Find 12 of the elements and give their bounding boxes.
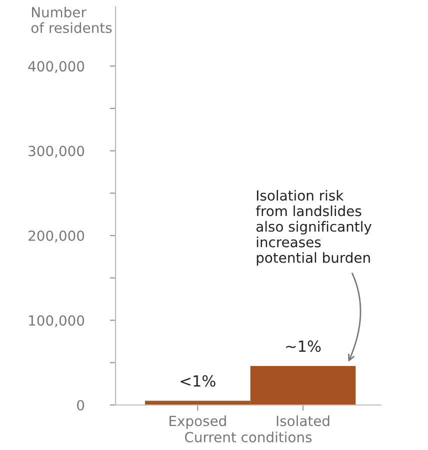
annotation: ~1% (286, 340, 321, 352)
y-tick-label: 200,000 (28, 230, 84, 242)
annotation: <1% (180, 375, 216, 387)
y-axis-title: Number of residents (31, 6, 112, 34)
x-tick-label: Isolated (276, 415, 330, 426)
annotation: Isolation risk from landslides also significantly increases potential burden (256, 190, 372, 266)
x-axis-title: Current conditions (185, 432, 312, 442)
x-tick-label: Exposed (170, 415, 226, 429)
y-tick-label: 0 (77, 400, 84, 410)
y-tick-label: 400,000 (28, 61, 84, 73)
y-tick-label: 100,000 (29, 315, 84, 328)
y-tick-label: 300,000 (28, 146, 84, 158)
